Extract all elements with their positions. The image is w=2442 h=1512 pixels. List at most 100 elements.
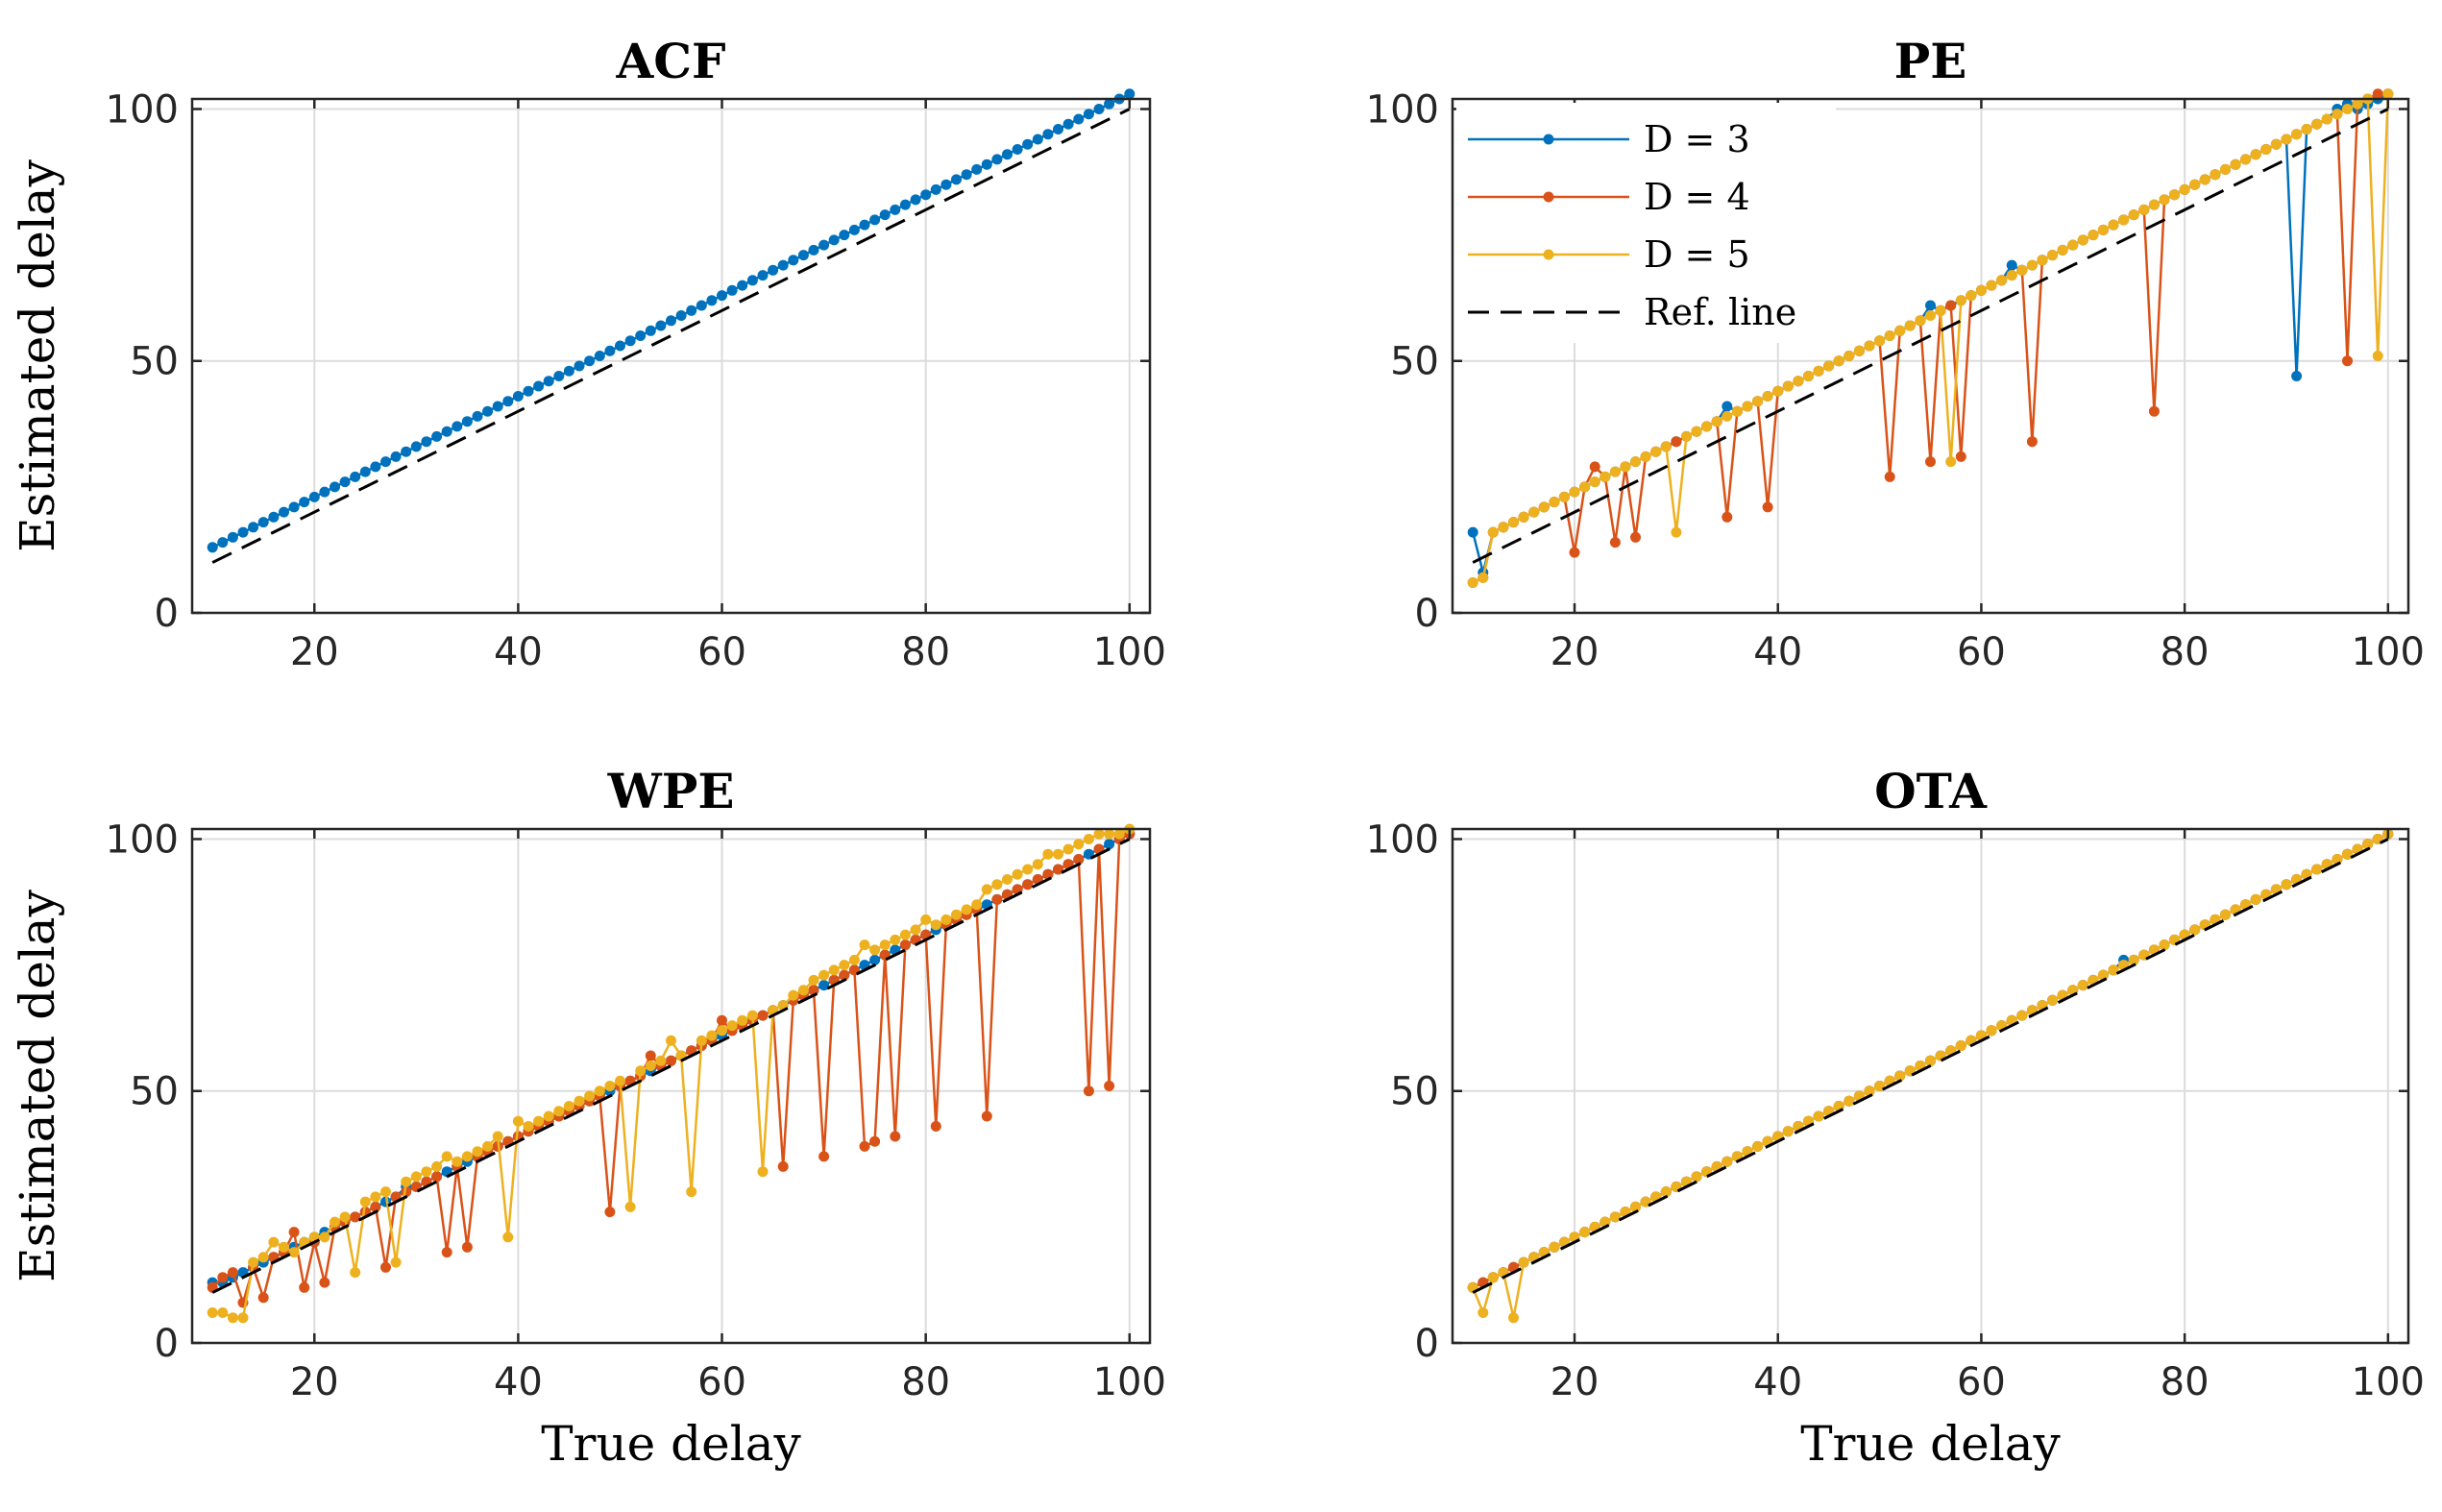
panel-acf-series-acf-point-34 [452,421,463,432]
panel-pe-series-d-5-point-83 [2210,169,2221,181]
panel-wpe-series-d-5-point-36 [472,1146,483,1158]
panel-pe-series-d-5-point-36 [1731,405,1743,417]
panel-wpe-series-d-5-point-62 [737,1014,748,1026]
panel-wpe-series-d-5-point-17 [279,1241,289,1253]
panel-wpe-series-d-5-point-35 [461,1151,473,1162]
panel-acf-series-acf-point-89 [1012,144,1023,155]
panel-wpe-series-d-5-point-31 [421,1166,432,1178]
panel-ota-series-d-5-point-75 [2128,954,2139,965]
panel-pe-series-d-5-point-32 [1691,426,1702,437]
panel-ota-series-d-5-point-64 [2016,1010,2028,1021]
panel-wpe-series-d-5-point-58 [696,1035,707,1046]
panel-wpe-xtick-label-100: 100 [1093,1360,1166,1404]
panel-pe-series-d-5-point-44 [1813,365,1824,377]
panel-acf-series-acf-point-65 [768,264,779,276]
panel-pe-series-d-5-point-87 [2250,149,2261,160]
panel-acf-series-acf-point-43 [543,376,554,387]
panel-wpe-series-d-5-point-41 [523,1121,534,1132]
panel-pe-series-d-5-point-57 [1945,456,1957,468]
panel-pe-series-d-5-point-92 [2301,124,2312,134]
panel-wpe-series-d-5-point-68 [797,985,809,996]
panel-pe-series-d-5-point-80 [2179,183,2190,195]
panel-pe-series-d-5-point-56 [1935,305,1946,316]
panel-pe-series-d-5-point-84 [2220,163,2231,175]
panel-wpe-series-d-5-point-49 [604,1081,616,1091]
panel-pe-xtick-label-80: 80 [2161,630,2210,674]
panel-wpe-series-d-5-point-82 [940,914,952,925]
panel-pe-series-d-5-point-11 [1477,572,1489,583]
panel-wpe-series-d-5-point-71 [828,964,840,976]
panel-wpe-series-d-5-point-95 [1073,839,1085,850]
panel-pe-legend: D = 3 D = 4 D = 5 Ref. line [1456,103,1836,343]
panel-acf-series-acf-point-59 [706,295,718,306]
panel-pe-title: PE [1894,33,1967,89]
panel-ota-series-d-5-point-98 [2362,839,2374,850]
panel-acf-series-acf-point-40 [512,391,524,402]
panel-pe-series-d-5-point-28 [1650,446,1662,457]
panel-acf-series-acf-point-63 [746,275,758,286]
panel-pe-series-d-5-point-94 [2321,113,2332,125]
panel-wpe-series-d-4-point-26 [370,1201,381,1212]
panel-wpe-series-d-5-point-77 [890,934,901,945]
panel-acf-series-acf-point-30 [410,441,422,452]
panel-acf-series-acf-point-20 [308,491,320,502]
panel-wpe-ytick-label-100: 100 [106,817,179,862]
panel-pe-legend-item-d-3: D = 3 [1468,118,1750,160]
panel-pe-series-d-3-point-55 [1925,300,1936,311]
panel-ota-series-d-5-point-24 [1609,1211,1621,1223]
panel-wpe-series-d-5-point-28 [390,1256,402,1268]
panel-ota-xlabel: True delay [1800,1416,2061,1472]
panel-acf-ytick-label-50: 50 [130,340,179,384]
panel-acf-series-acf-point-48 [594,351,605,361]
panel-ota-series-d-5 [1467,828,2394,1324]
panel-acf-series-acf-point-31 [421,436,432,448]
panel-pe-series-d-5-point-77 [2148,199,2160,210]
panel-wpe-series-d-5-point-47 [584,1090,596,1102]
panel-acf-series-acf-point-95 [1073,113,1085,125]
panel-acf-ylabel: Estimated delay [10,159,65,551]
panel-wpe-series-d-4-point-53 [645,1050,656,1061]
panel-pe-series-d-5-point-31 [1681,430,1692,442]
panel-wpe-xlabel: True delay [541,1416,801,1472]
panel-wpe-ytick-label-50: 50 [130,1070,179,1114]
panel-ota-xtick-label-20: 20 [1551,1360,1600,1404]
panel-acf-series-acf-point-36 [472,410,483,422]
panel-acf-series-acf-point-93 [1053,124,1063,134]
panel-acf-series-acf-point-38 [492,401,503,412]
panel-pe-series-d-5-point-21 [1579,481,1591,493]
panel-ota-title: OTA [1874,763,1988,819]
panel-wpe-series-d-5-point-67 [788,989,799,1001]
panel-ota-xtick-label-60: 60 [1957,1360,2006,1404]
panel-wpe-series-d-5-point-27 [380,1186,391,1198]
panel-pe-xtick-label-100: 100 [2352,630,2425,674]
panel-wpe-series-d-5-point-16 [268,1236,280,1248]
panel-ota-xtick-label-100: 100 [2352,1360,2425,1404]
panel-pe-series-d-4-point-96 [2342,355,2353,367]
panel-ota-series-d-5-point-90 [2281,879,2292,890]
panel-pe-series-d-4-point-51 [1884,471,1895,482]
panel-acf-series-acf-point-44 [553,371,565,381]
panel-acf-series-acf-point-15 [257,517,269,528]
panel-wpe-series-d-5-point-60 [717,1025,727,1036]
panel-acf: 20 40 60 80 100 0 50 100 ACF Estimated delay [10,33,1166,674]
panel-wpe-series-d-5-point-29 [401,1176,412,1187]
panel-pe-series-d-5-point-39 [1762,391,1773,402]
panel-pe-series-d-5-point-24 [1609,466,1621,477]
panel-pe-series-d-5-point-91 [2291,129,2303,140]
panel-pe-series-d-4-point-24 [1609,537,1621,549]
panel-pe-series-d-3-point-35 [1722,401,1733,412]
panel-pe-series-d-4-point-30 [1671,436,1682,448]
panel-wpe-axes-box [190,827,1152,1345]
panel-pe-xtick-label-40: 40 [1753,630,1802,674]
panel-acf-series-acf-point-14 [248,522,259,533]
panel-pe-legend-item-d-4-label: D = 4 [1644,176,1750,218]
panel-ota-series-d-5-point-70 [2077,980,2088,991]
panel-wpe-series-d-5-point-13 [237,1312,249,1324]
panel-pe-series-d-5-point-71 [2088,230,2099,241]
panel-wpe-series-d-5-point-89 [1012,868,1023,880]
panel-acf-series-acf-point-13 [237,526,249,538]
panel-acf-series-acf-point-45 [563,365,574,377]
panel-wpe-series-d-5-point-81 [930,919,941,931]
panel-wpe-title: WPE [607,763,735,819]
